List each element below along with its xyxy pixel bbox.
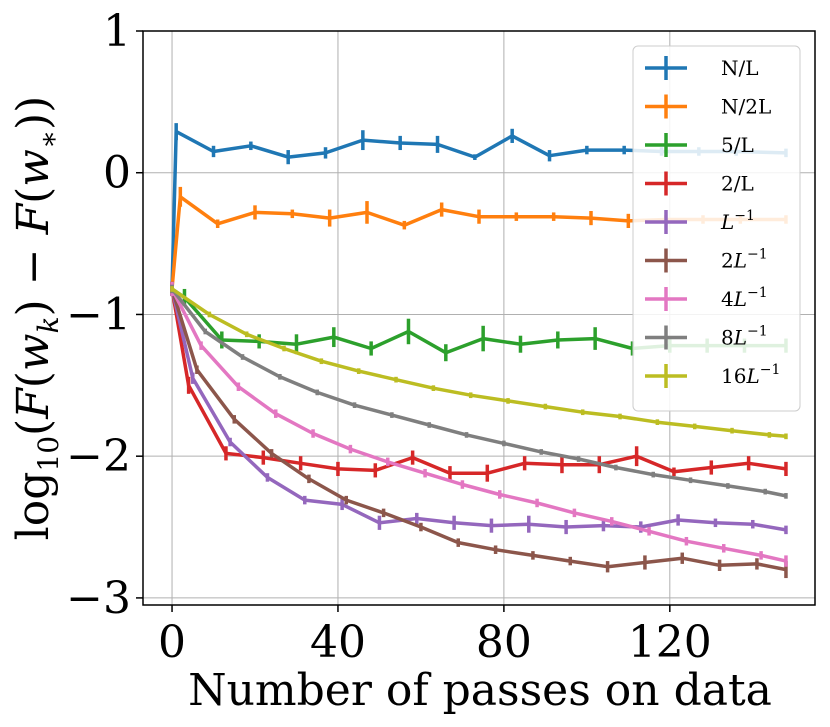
legend-entry: N/L — [645, 56, 759, 80]
series-line — [170, 287, 787, 498]
legend: N/L N/2L 5/L 2/L L−1 2L−1 4L−1 8L−1 16L−1 — [632, 45, 801, 412]
series-line — [170, 288, 787, 475]
legend-label: 2L−1 — [721, 247, 768, 273]
series-5 — [170, 281, 788, 579]
y-tick-label: −2 — [66, 431, 131, 482]
series-line — [170, 288, 787, 532]
legend-entry: 8L−1 — [645, 324, 768, 350]
y-axis-label: log10(F(wk) − F(w∗)) — [8, 96, 65, 541]
series-4 — [170, 281, 788, 535]
series-line — [170, 288, 787, 572]
legend-entry: 4L−1 — [645, 285, 768, 311]
x-axis-label: Number of passes on data — [188, 665, 772, 716]
legend-entry: L−1 — [645, 208, 755, 234]
series-8 — [170, 286, 788, 440]
series-line — [170, 288, 787, 563]
legend-label: N/L — [721, 56, 759, 80]
series-3 — [170, 281, 788, 482]
legend-label: 16L−1 — [721, 362, 780, 388]
legend-entry: 2L−1 — [645, 247, 768, 273]
legend-label: 8L−1 — [721, 324, 768, 350]
legend-box — [632, 45, 801, 412]
ticks: 0 40 80 120 1 0 −1 −2 −3 — [66, 6, 712, 668]
legend-entry: 2/L — [645, 171, 754, 196]
legend-entry: N/2L — [645, 94, 771, 119]
series-line — [171, 287, 787, 439]
legend-entry: 5/L — [645, 133, 754, 157]
legend-label: L−1 — [720, 208, 755, 234]
legend-label: 5/L — [721, 133, 754, 157]
legend-entry: 16L−1 — [645, 362, 780, 388]
plot-frame — [142, 30, 816, 606]
legend-label: 2/L — [721, 172, 754, 196]
x-tick-label: 80 — [476, 617, 532, 668]
y-tick-label: 0 — [103, 148, 131, 199]
y-tick-label: 1 — [103, 6, 131, 57]
series-6 — [170, 281, 788, 567]
y-tick-label: −1 — [66, 289, 131, 340]
x-tick-label: 0 — [158, 617, 186, 668]
legend-label: N/2L — [721, 95, 771, 119]
x-tick-label: 120 — [628, 617, 712, 668]
x-tick-label: 40 — [310, 617, 366, 668]
legend-label: 4L−1 — [721, 285, 768, 311]
y-tick-label: −3 — [66, 573, 131, 624]
